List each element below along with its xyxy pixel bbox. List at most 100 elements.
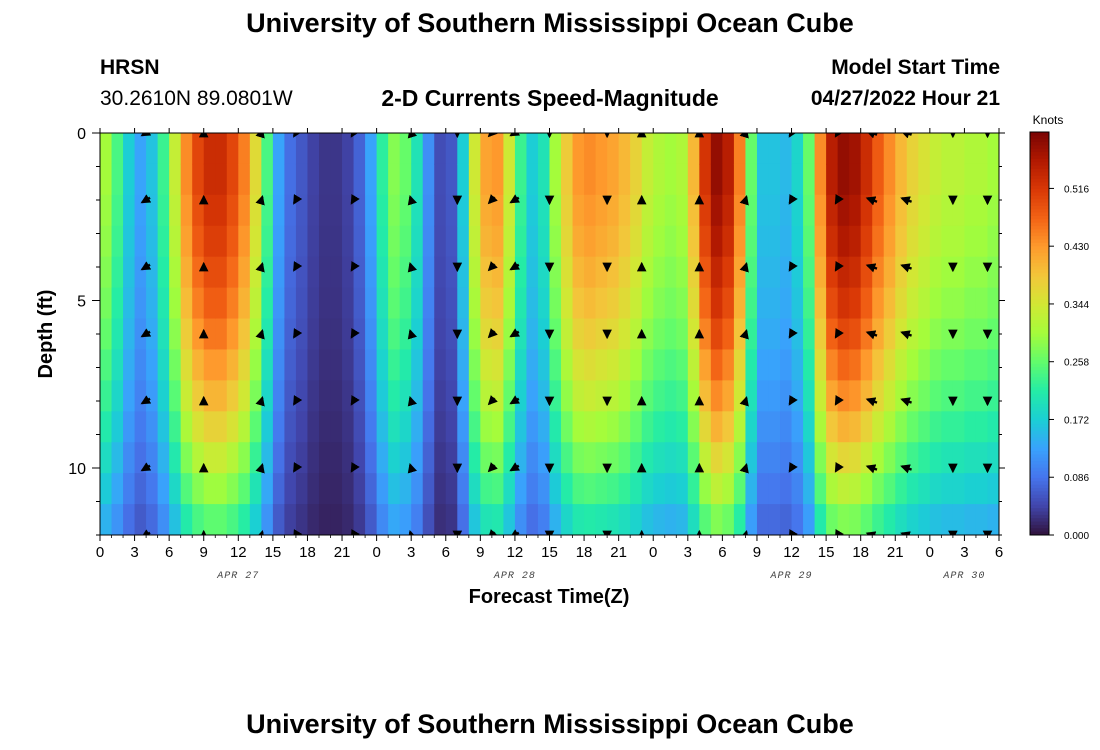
- colorbar-step: [1030, 521, 1049, 526]
- heatmap-cell: [964, 380, 977, 412]
- colorbar-step: [1030, 518, 1049, 523]
- heatmap-cell: [272, 194, 286, 227]
- heatmap-cell: [111, 163, 124, 196]
- heatmap-cell: [699, 411, 712, 443]
- heatmap-cell: [457, 163, 470, 196]
- heatmap-cell: [572, 442, 585, 474]
- heatmap-cell: [146, 380, 159, 412]
- heatmap-cell: [330, 194, 343, 227]
- heatmap-cell: [180, 380, 193, 412]
- heatmap-cell: [411, 163, 424, 196]
- colorbar-step: [1030, 447, 1049, 452]
- heatmap-cell: [134, 163, 147, 196]
- heatmap-cell: [123, 473, 136, 505]
- x-tick-label: 3: [960, 544, 968, 561]
- colorbar-step: [1030, 316, 1049, 321]
- heatmap-cell: [572, 133, 585, 165]
- heatmap-cell: [641, 133, 654, 165]
- colorbar-step: [1030, 414, 1049, 418]
- heatmap-cell: [376, 133, 389, 165]
- heatmap-cell: [295, 225, 309, 258]
- current-arrow: [509, 328, 521, 338]
- heatmap-cell: [803, 380, 816, 412]
- current-arrow: [350, 395, 360, 406]
- heatmap-cell: [422, 163, 435, 196]
- heatmap-cell: [860, 473, 873, 505]
- heatmap-cell: [607, 194, 620, 227]
- heatmap-cell: [826, 133, 839, 165]
- heatmap-cell: [595, 411, 608, 443]
- heatmap-cell: [964, 225, 977, 258]
- heatmap-cell: [941, 133, 954, 165]
- heatmap-cell: [100, 133, 113, 165]
- heatmap-cell: [468, 442, 481, 474]
- heatmap-cell: [111, 349, 124, 381]
- heatmap-cell: [941, 256, 954, 289]
- heatmap-cell: [249, 163, 262, 196]
- heatmap-cell: [987, 163, 999, 196]
- heatmap-cell: [342, 411, 355, 443]
- heatmap-cell: [342, 256, 355, 289]
- heatmap-cell: [180, 256, 193, 289]
- heatmap-cell: [261, 163, 274, 196]
- colorbar-tick-label: 0.344: [1064, 300, 1089, 311]
- heatmap-cell: [768, 287, 781, 320]
- heatmap-cell: [353, 194, 366, 227]
- heatmap-cell: [710, 411, 723, 443]
- heatmap-cell: [872, 287, 885, 320]
- heatmap-cell: [330, 380, 343, 412]
- current-arrow: [788, 529, 798, 535]
- heatmap-cell: [100, 349, 113, 381]
- heatmap-cell: [284, 380, 297, 412]
- colorbar-step: [1030, 293, 1049, 298]
- heatmap-cell: [561, 133, 574, 165]
- heatmap-cell: [837, 473, 850, 505]
- heatmap-cell: [353, 133, 366, 165]
- heatmap-cell: [480, 318, 493, 351]
- heatmap-cell: [388, 133, 401, 165]
- heatmap-cell: [699, 225, 712, 258]
- heatmap-cell: [514, 225, 528, 258]
- heatmap-cell: [607, 349, 620, 381]
- heatmap-cell: [618, 380, 631, 412]
- heatmap-cell: [238, 133, 251, 165]
- colorbar-step: [1030, 451, 1049, 455]
- heatmap-cell: [422, 225, 435, 258]
- heatmap-cell: [849, 473, 862, 505]
- heatmap-cell: [975, 318, 989, 351]
- heatmap-cell: [607, 287, 620, 320]
- heatmap-cell: [146, 287, 159, 320]
- heatmap-cell: [307, 442, 320, 474]
- heatmap-cell: [630, 473, 643, 505]
- heatmap-cell: [100, 318, 113, 351]
- heatmap-cell: [503, 349, 516, 381]
- heatmap-cell: [630, 256, 643, 289]
- colorbar-step: [1030, 417, 1049, 422]
- colorbar-step: [1030, 252, 1049, 257]
- heatmap-cell: [895, 225, 908, 258]
- model-start-value: 04/27/2022 Hour 21: [810, 87, 1000, 110]
- heatmap-cell: [929, 380, 942, 412]
- current-arrow: [788, 194, 798, 205]
- heatmap-cell: [837, 349, 850, 381]
- heatmap-cell: [849, 349, 862, 381]
- heatmap-cell: [584, 473, 597, 505]
- heatmap-cell: [526, 163, 539, 196]
- heatmap-cell: [249, 133, 262, 165]
- colorbar-step: [1030, 524, 1049, 529]
- heatmap-cell: [722, 504, 735, 535]
- colorbar-ticks: 0.516 0.430 0.344 0.258 0.172 0.086 0.000: [1049, 184, 1089, 542]
- heatmap-cell: [261, 380, 274, 412]
- heatmap-cell: [411, 133, 424, 165]
- heatmap-cell: [549, 473, 562, 505]
- heatmap-cell: [699, 163, 712, 196]
- heatmap-cell: [584, 256, 597, 289]
- colorbar-step: [1030, 484, 1049, 489]
- current-arrow: [350, 133, 360, 138]
- heatmap-cell: [307, 163, 320, 196]
- heatmap-cell: [595, 349, 608, 381]
- heatmap-cell: [814, 318, 827, 351]
- heatmap-cell: [803, 473, 816, 505]
- x-tick-label: 6: [165, 544, 173, 561]
- heatmap-cell: [837, 411, 850, 443]
